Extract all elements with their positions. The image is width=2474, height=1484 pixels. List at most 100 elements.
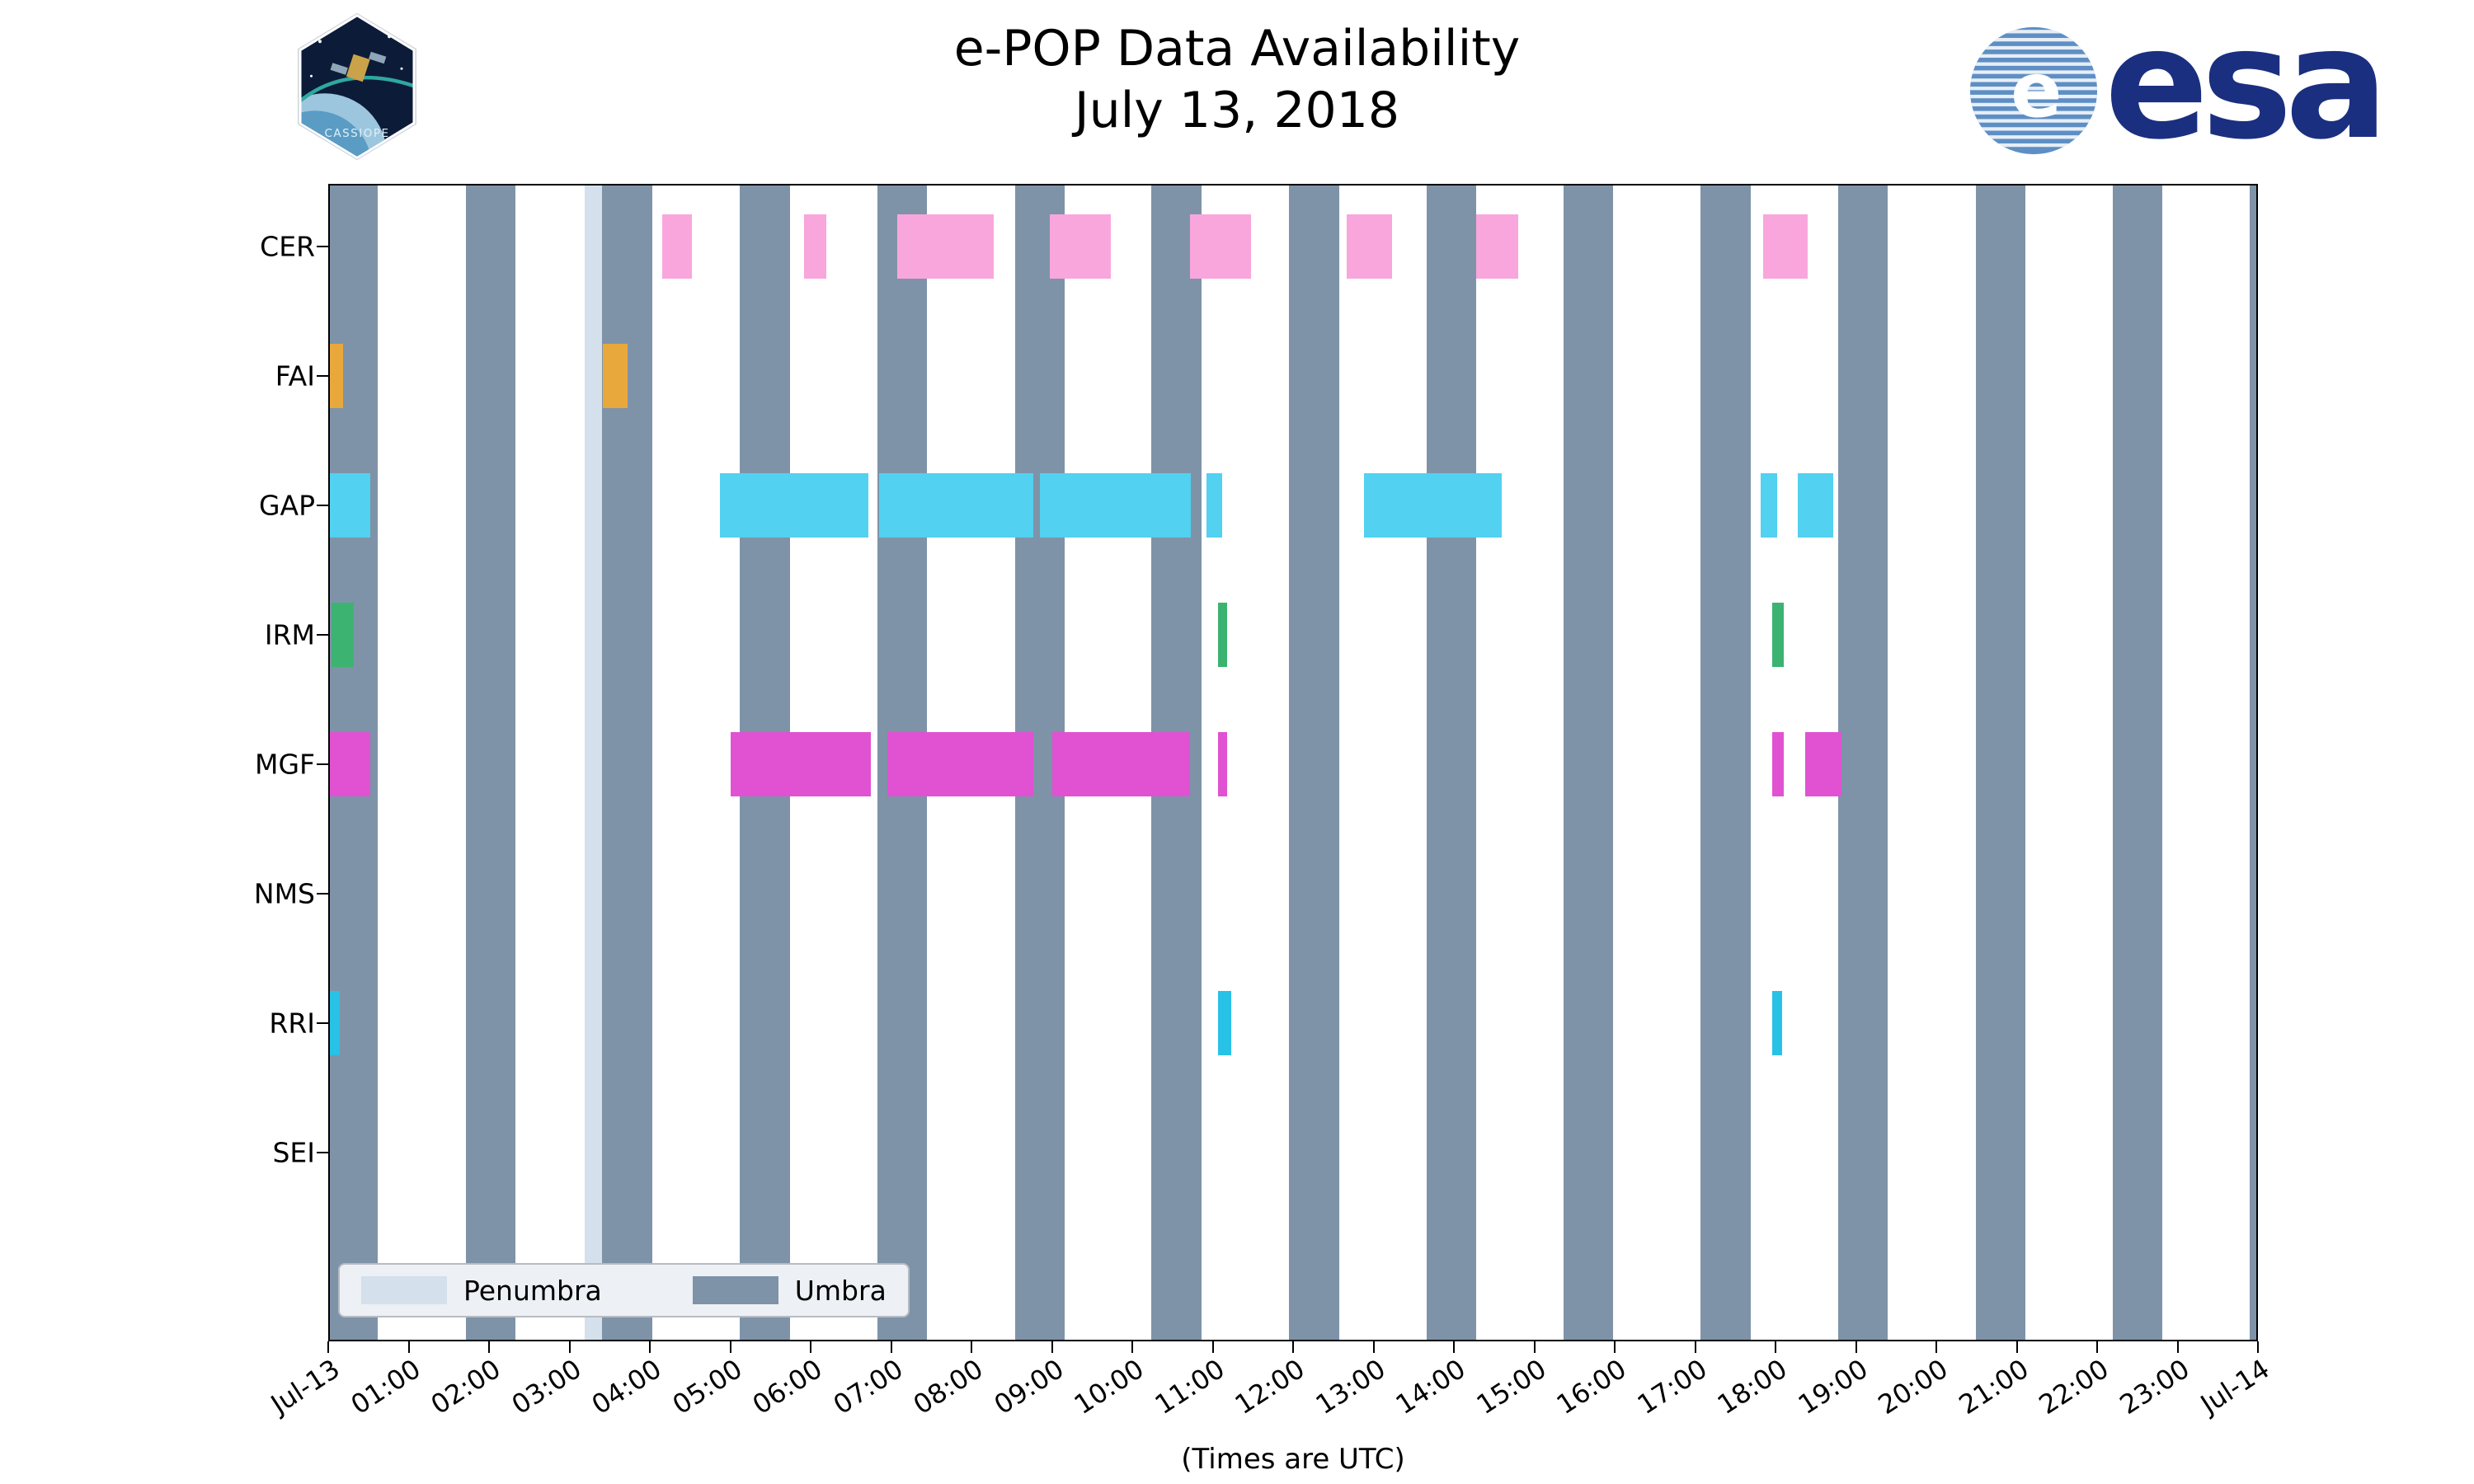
y-axis-label-cer: CER xyxy=(260,230,315,263)
esa-logo: e esa xyxy=(1966,0,2388,173)
y-axis-label-mgf: MGF xyxy=(254,748,315,781)
x-tick xyxy=(1211,1341,1214,1353)
availability-bar-gap xyxy=(878,473,1034,538)
availability-bar-rri xyxy=(1218,991,1231,1055)
y-axis-label-nms: NMS xyxy=(253,877,315,910)
availability-bar-gap xyxy=(1363,473,1503,538)
x-tick xyxy=(1131,1341,1133,1353)
availability-bar-mgf xyxy=(1805,732,1841,796)
star-icon xyxy=(310,74,313,77)
x-tick xyxy=(1935,1341,1937,1353)
x-tick xyxy=(488,1341,490,1353)
y-tick xyxy=(317,246,328,247)
availability-bar-gap xyxy=(1798,473,1834,538)
availability-bar-cer xyxy=(1476,214,1518,279)
legend-label-penumbra: Penumbra xyxy=(463,1274,602,1307)
y-tick xyxy=(317,1152,328,1153)
x-tick xyxy=(327,1341,329,1353)
availability-bar-mgf xyxy=(328,732,370,796)
earth-body xyxy=(301,110,372,157)
availability-bar-irm xyxy=(1772,603,1784,667)
y-tick xyxy=(317,634,328,636)
umbra-band xyxy=(465,184,516,1341)
esa-disc-e-glyph: e xyxy=(2011,46,2062,134)
y-axis-label-rri: RRI xyxy=(269,1007,315,1040)
umbra-band xyxy=(1426,184,1477,1341)
x-tick xyxy=(2096,1341,2098,1353)
legend-swatch-penumbra xyxy=(361,1276,447,1304)
x-tick xyxy=(729,1341,731,1353)
x-tick xyxy=(1051,1341,1053,1353)
x-tick xyxy=(2015,1341,2018,1353)
cassiope-patch-icon: CASSIOPE xyxy=(298,12,416,161)
availability-bar-irm xyxy=(331,603,355,667)
penumbra-band xyxy=(585,184,603,1341)
x-tick xyxy=(2257,1341,2259,1353)
legend: Penumbra Umbra xyxy=(338,1263,910,1317)
x-tick xyxy=(407,1341,410,1353)
availability-bar-gap xyxy=(719,473,869,538)
y-tick xyxy=(317,375,328,377)
availability-bar-gap xyxy=(1761,473,1777,538)
y-axis-label-sei: SEI xyxy=(272,1136,315,1169)
availability-bar-rri xyxy=(329,991,340,1055)
x-tick xyxy=(2176,1341,2179,1353)
availability-bar-cer xyxy=(1347,214,1392,279)
x-tick xyxy=(1372,1341,1375,1353)
cassiope-mission-patch: CASSIOPE xyxy=(295,12,419,162)
availability-bar-cer xyxy=(1763,214,1808,279)
availability-bar-fai xyxy=(603,344,628,408)
x-tick xyxy=(971,1341,972,1353)
star-icon xyxy=(400,67,403,70)
chart-subtitle: July 13, 2018 xyxy=(1074,82,1400,139)
y-tick xyxy=(317,893,328,895)
availability-bar-cer xyxy=(661,214,692,279)
availability-bar-gap xyxy=(1206,473,1223,538)
x-tick xyxy=(890,1341,892,1353)
esa-disc-icon: e xyxy=(1969,26,2098,155)
chart-title-block: e-POP Data Availability July 13, 2018 xyxy=(0,18,2474,142)
x-tick xyxy=(568,1341,571,1353)
umbra-band xyxy=(1700,184,1751,1341)
esa-wordmark: esa xyxy=(2105,0,2388,173)
availability-bar-rri xyxy=(1772,991,1782,1055)
availability-bar-irm xyxy=(1218,603,1228,667)
cassiope-patch-label: CASSIOPE xyxy=(324,127,389,140)
x-tick xyxy=(1533,1341,1536,1353)
umbra-band xyxy=(1289,184,1339,1341)
y-axis-label-gap: GAP xyxy=(258,489,315,522)
orbit-swoosh xyxy=(301,75,413,103)
legend-label-umbra: Umbra xyxy=(794,1274,887,1307)
umbra-band xyxy=(1975,184,2026,1341)
y-tick xyxy=(317,763,328,765)
chart-title: e-POP Data Availability xyxy=(953,20,1521,77)
satellite-panel-right-icon xyxy=(369,51,387,64)
legend-swatch-umbra xyxy=(692,1276,778,1304)
availability-bar-cer xyxy=(1049,214,1111,279)
availability-bar-mgf xyxy=(730,732,872,796)
satellite-panel-left-icon xyxy=(330,63,348,75)
x-tick xyxy=(1614,1341,1616,1353)
availability-bar-cer xyxy=(1190,214,1252,279)
umbra-band xyxy=(1563,184,1614,1341)
star-icon xyxy=(318,40,322,44)
x-tick xyxy=(1292,1341,1294,1353)
y-axis-label-irm: IRM xyxy=(264,618,315,651)
x-tick xyxy=(1694,1341,1696,1353)
y-tick xyxy=(317,1022,328,1024)
availability-bar-cer xyxy=(897,214,995,279)
y-axis-label-fai: FAI xyxy=(275,359,315,392)
availability-bar-mgf xyxy=(1051,732,1191,796)
x-tick xyxy=(1855,1341,1857,1353)
availability-bar-fai xyxy=(329,344,343,408)
x-tick xyxy=(649,1341,651,1353)
availability-bar-mgf xyxy=(1218,732,1228,796)
availability-bar-mgf xyxy=(1772,732,1784,796)
x-tick xyxy=(810,1341,811,1353)
x-axis-label: (Times are UTC) xyxy=(1181,1443,1405,1476)
umbra-band xyxy=(1838,184,1888,1341)
x-tick xyxy=(1453,1341,1455,1353)
x-tick xyxy=(1775,1341,1776,1353)
